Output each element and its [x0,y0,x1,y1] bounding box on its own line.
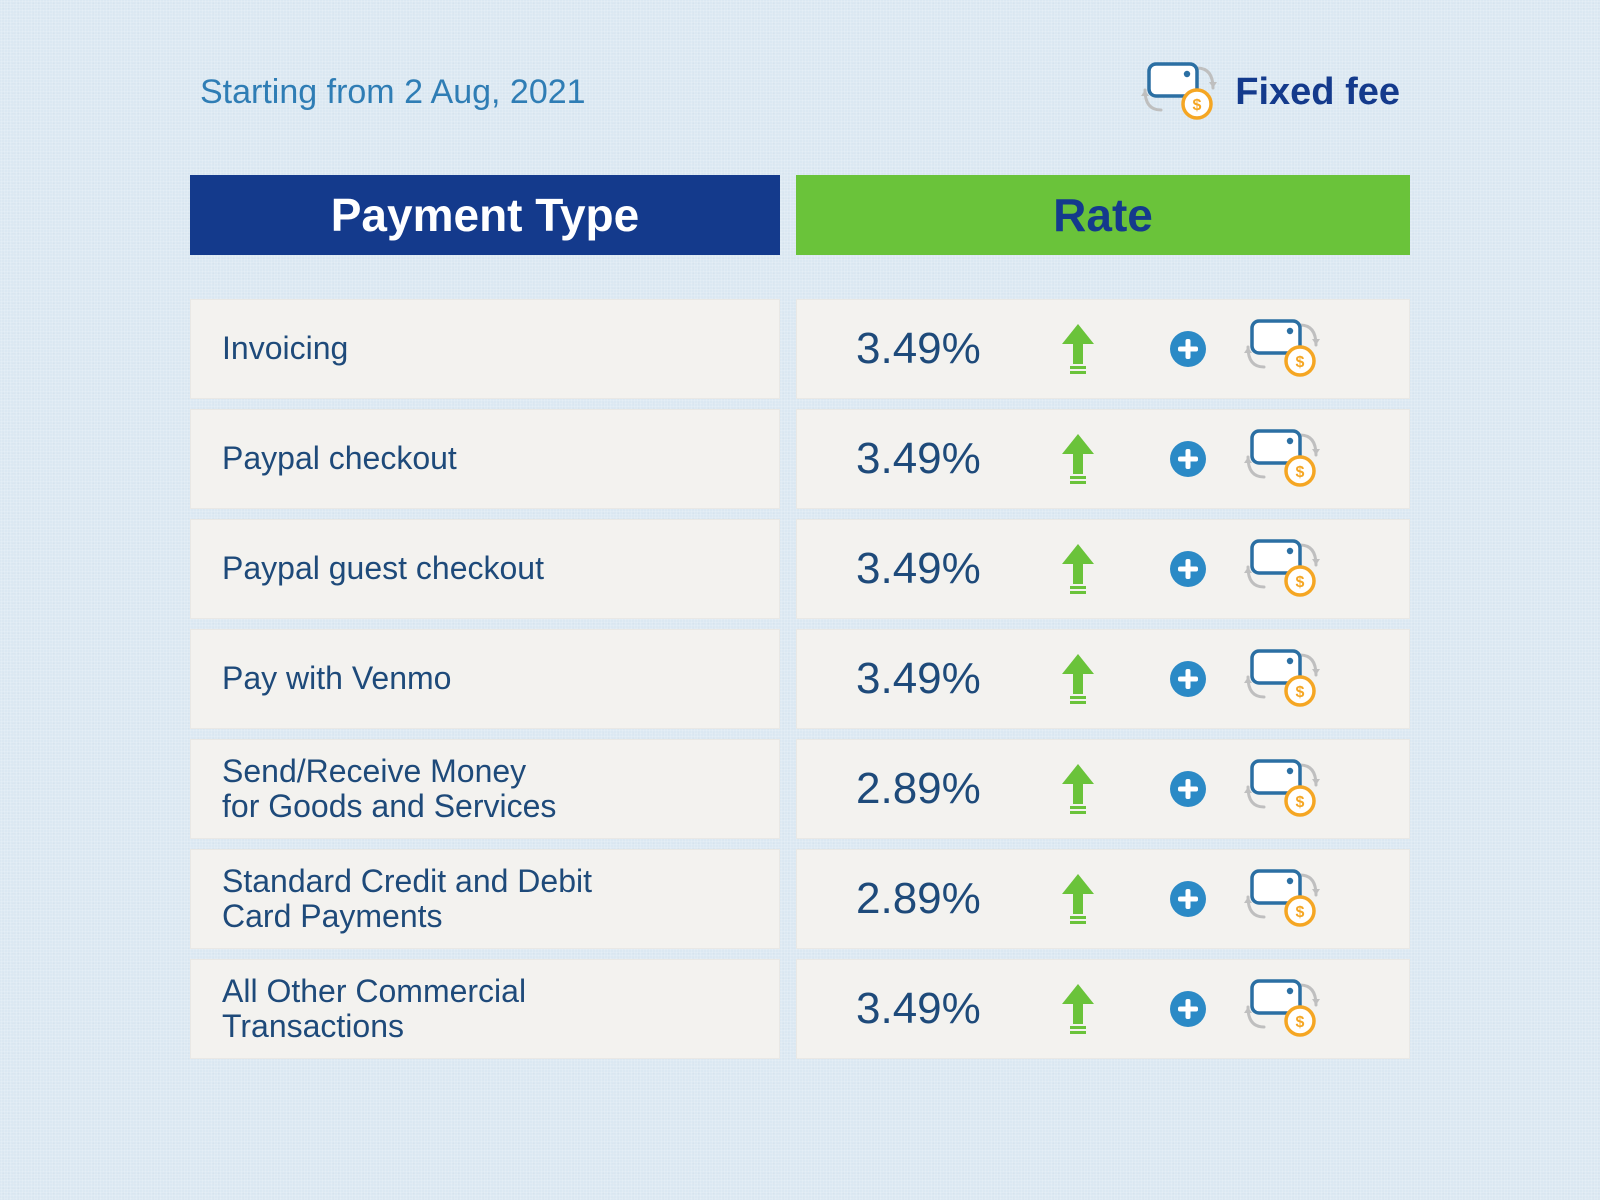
page: Starting from 2 Aug, 2021 Fixed fee Paym… [0,0,1600,1119]
plus-circle-icon [1170,661,1206,697]
table-row: All Other CommercialTransactions 3.49% [190,959,1410,1059]
plus-circle-icon [1170,441,1206,477]
rate-cell: 3.49% [796,299,1410,399]
payment-type-cell: Invoicing [190,299,780,399]
rate-cell: 3.49% [796,959,1410,1059]
fixed-fee-legend: Fixed fee [1133,60,1400,125]
card-coin-icon [1242,317,1324,382]
table-header-row: Payment Type Rate [190,175,1410,255]
rate-cell: 3.49% [796,519,1410,619]
card-coin-icon [1242,537,1324,602]
rate-value: 3.49% [856,434,1026,484]
table-row: Paypal guest checkout 3.49% [190,519,1410,619]
payment-type-cell: Standard Credit and DebitCard Payments [190,849,780,949]
plus-circle-icon [1170,551,1206,587]
card-coin-icon [1242,977,1324,1042]
table-row: Standard Credit and DebitCard Payments 2.… [190,849,1410,949]
payment-type-cell: Pay with Venmo [190,629,780,729]
table-row: Pay with Venmo 3.49% [190,629,1410,729]
payment-type-cell: Paypal checkout [190,409,780,509]
card-coin-icon [1242,427,1324,492]
rate-cell: 3.49% [796,629,1410,729]
top-bar: Starting from 2 Aug, 2021 Fixed fee [190,60,1410,125]
column-header-rate: Rate [796,175,1410,255]
plus-circle-icon [1170,991,1206,1027]
arrow-up-icon [1056,872,1100,926]
effective-date-label: Starting from 2 Aug, 2021 [200,73,586,112]
plus-circle-icon [1170,331,1206,367]
payment-type-cell: Paypal guest checkout [190,519,780,619]
card-coin-icon [1242,867,1324,932]
rate-value: 3.49% [856,984,1026,1034]
table-row: Send/Receive Moneyfor Goods and Services… [190,739,1410,839]
rate-cell: 2.89% [796,739,1410,839]
arrow-up-icon [1056,762,1100,816]
table-body: Invoicing3.49%Paypal checkout3.49%Paypal… [190,299,1410,1059]
plus-circle-icon [1170,771,1206,807]
table-row: Paypal checkout 3.49% [190,409,1410,509]
arrow-up-icon [1056,652,1100,706]
table-row: Invoicing 3.49% [190,299,1410,399]
payment-type-cell: Send/Receive Moneyfor Goods and Services [190,739,780,839]
rate-value: 2.89% [856,874,1026,924]
payment-type-cell: All Other CommercialTransactions [190,959,780,1059]
rate-cell: 3.49% [796,409,1410,509]
rate-value: 2.89% [856,764,1026,814]
card-coin-icon [1242,757,1324,822]
rate-cell: 2.89% [796,849,1410,949]
rate-value: 3.49% [856,654,1026,704]
card-coin-icon [1242,647,1324,712]
rate-value: 3.49% [856,544,1026,594]
card-coin-icon [1139,60,1221,125]
arrow-up-icon [1056,982,1100,1036]
arrow-up-icon [1056,542,1100,596]
arrow-up-icon [1056,432,1100,486]
column-header-payment-type: Payment Type [190,175,780,255]
rate-value: 3.49% [856,324,1026,374]
fixed-fee-label: Fixed fee [1235,71,1400,114]
arrow-up-icon [1056,322,1100,376]
plus-circle-icon [1170,881,1206,917]
